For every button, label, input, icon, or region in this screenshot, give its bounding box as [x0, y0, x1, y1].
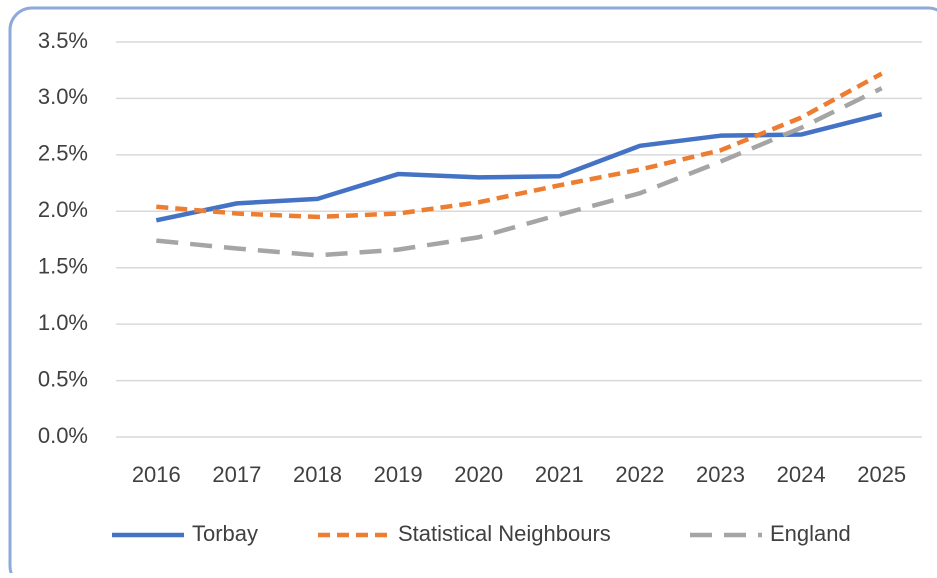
y-tick-label: 3.0% [38, 84, 88, 109]
x-tick-label: 2020 [454, 462, 503, 487]
x-tick-label: 2024 [777, 462, 826, 487]
y-tick-label: 1.5% [38, 254, 88, 279]
y-tick-label: 2.5% [38, 141, 88, 166]
chart-frame [8, 6, 937, 578]
x-tick-label: 2022 [615, 462, 664, 487]
y-tick-label: 0.0% [38, 423, 88, 448]
x-tick-label: 2021 [535, 462, 584, 487]
x-tick-label: 2019 [374, 462, 423, 487]
y-tick-label: 3.5% [38, 28, 88, 53]
x-tick-label: 2023 [696, 462, 745, 487]
x-tick-label: 2016 [132, 462, 181, 487]
series-line [156, 86, 883, 258]
legend-label: England [770, 521, 851, 546]
legend-label: Torbay [192, 521, 258, 546]
x-tick-label: 2025 [857, 462, 906, 487]
x-tick-label: 2018 [293, 462, 342, 487]
series-line [156, 71, 883, 220]
y-tick-label: 2.0% [38, 197, 88, 222]
y-tick-label: 1.0% [38, 310, 88, 335]
x-tick-label: 2017 [212, 462, 261, 487]
y-tick-label: 0.5% [38, 366, 88, 391]
legend-label: Statistical Neighbours [398, 521, 611, 546]
